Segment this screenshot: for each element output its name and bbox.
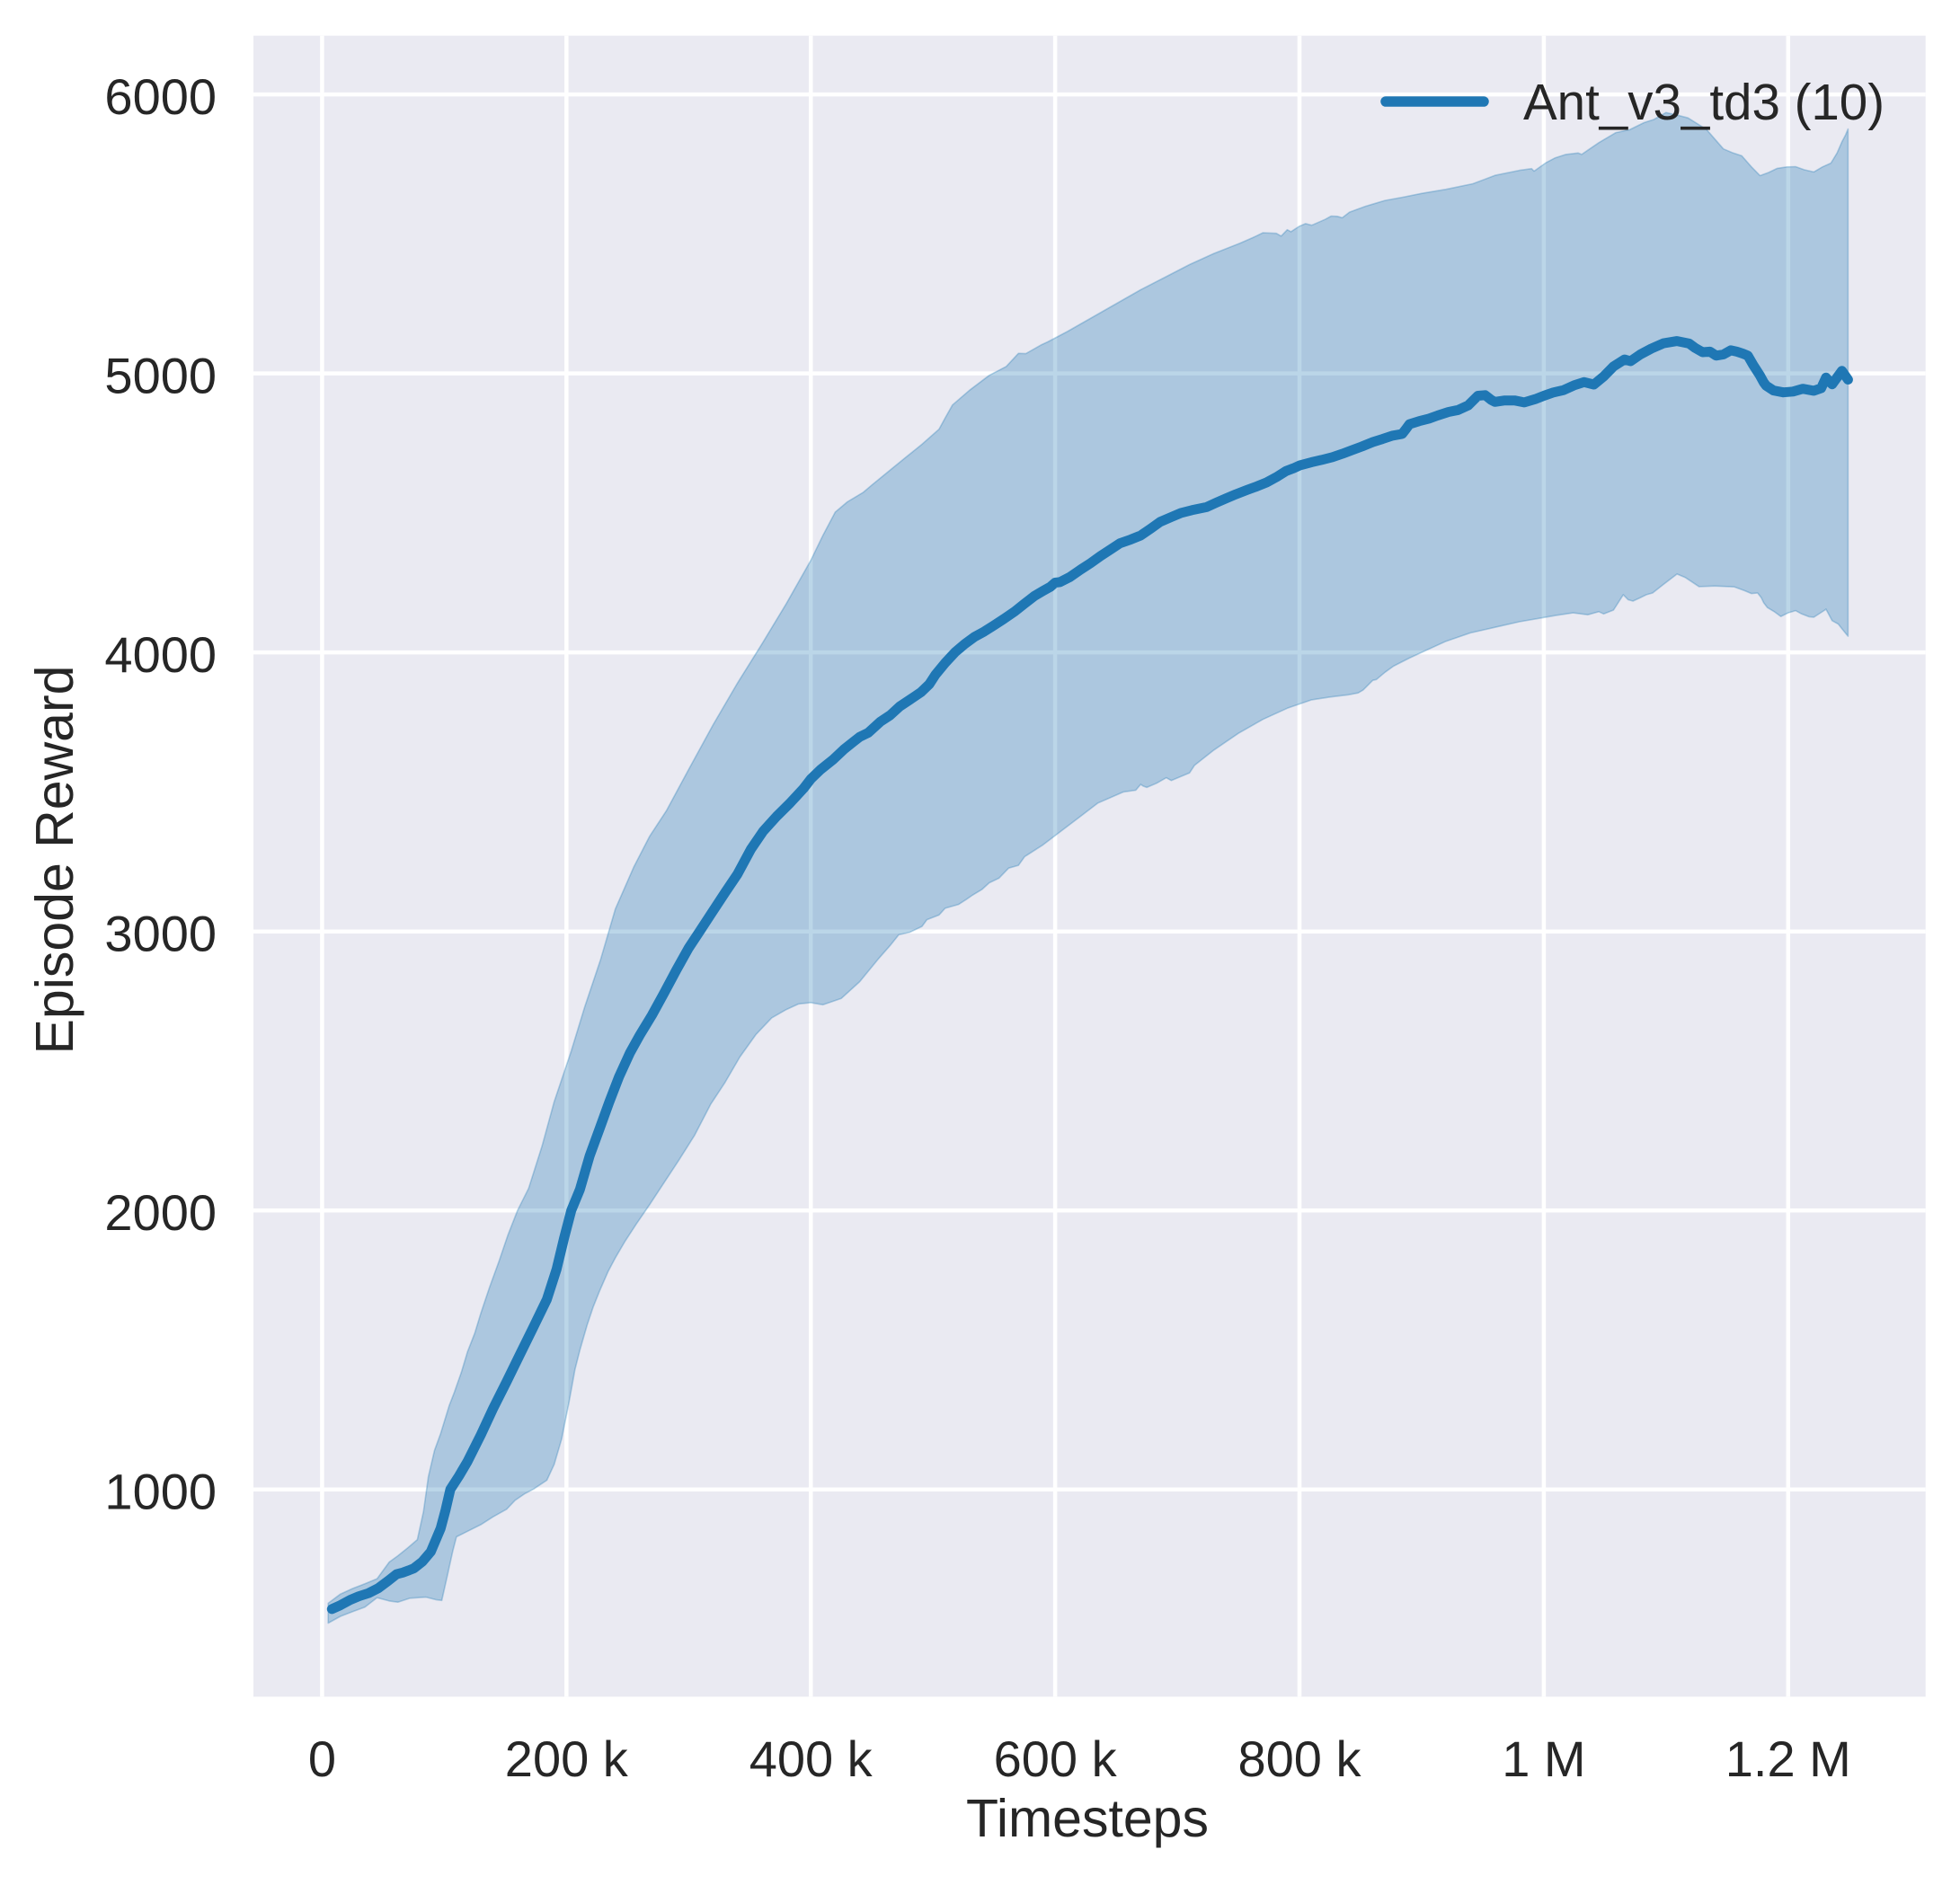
svg-text:200 k: 200 k xyxy=(505,1730,629,1787)
svg-text:1 M: 1 M xyxy=(1502,1730,1585,1787)
svg-text:3000: 3000 xyxy=(104,906,217,962)
svg-text:6000: 6000 xyxy=(104,68,217,125)
svg-text:2000: 2000 xyxy=(104,1184,217,1241)
svg-text:1000: 1000 xyxy=(104,1464,217,1520)
svg-text:0: 0 xyxy=(308,1730,336,1787)
svg-text:4000: 4000 xyxy=(104,626,217,683)
svg-text:5000: 5000 xyxy=(104,348,217,404)
svg-text:Episode Reward: Episode Reward xyxy=(25,666,84,1055)
svg-text:400 k: 400 k xyxy=(749,1730,874,1787)
svg-text:Timesteps: Timesteps xyxy=(966,1789,1209,1848)
svg-text:600 k: 600 k xyxy=(994,1730,1118,1787)
svg-text:1.2 M: 1.2 M xyxy=(1725,1730,1851,1787)
svg-text:800 k: 800 k xyxy=(1238,1730,1362,1787)
svg-text:Ant_v3_td3 (10): Ant_v3_td3 (10) xyxy=(1523,74,1885,130)
